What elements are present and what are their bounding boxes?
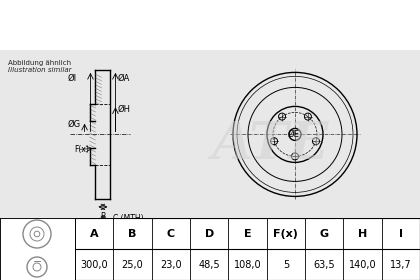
Text: ATE: ATE	[211, 119, 329, 170]
Text: F(x): F(x)	[273, 229, 298, 239]
Text: C (MTH): C (MTH)	[113, 214, 144, 223]
Text: 63,5: 63,5	[313, 260, 335, 270]
Text: ØA: ØA	[118, 73, 130, 82]
Text: D: D	[205, 229, 214, 239]
Text: 24.0125-0162.1: 24.0125-0162.1	[80, 16, 239, 34]
Text: A: A	[90, 229, 98, 239]
Text: D: D	[97, 234, 103, 243]
Text: 5: 5	[283, 260, 289, 270]
Text: 425162: 425162	[290, 16, 365, 34]
Bar	[0, 218, 75, 280]
Text: Abbildung ähnlich: Abbildung ähnlich	[8, 60, 71, 66]
Text: Illustration similar: Illustration similar	[8, 67, 71, 73]
Text: ØE: ØE	[287, 130, 299, 139]
Text: G: G	[320, 229, 329, 239]
Text: B: B	[100, 212, 105, 221]
Text: 48,5: 48,5	[198, 260, 220, 270]
Text: ØH: ØH	[118, 105, 131, 114]
Text: B: B	[129, 229, 137, 239]
Text: E: E	[244, 229, 251, 239]
Text: I: I	[399, 229, 403, 239]
Text: 25,0: 25,0	[122, 260, 143, 270]
Text: C: C	[167, 229, 175, 239]
Text: 23,0: 23,0	[160, 260, 181, 270]
Text: ØI: ØI	[68, 73, 76, 82]
Text: F(x): F(x)	[75, 145, 89, 154]
Text: 13,7: 13,7	[390, 260, 412, 270]
Text: ØG: ØG	[68, 120, 81, 129]
Text: 108,0: 108,0	[234, 260, 261, 270]
Text: H: H	[358, 229, 367, 239]
Text: 300,0: 300,0	[80, 260, 108, 270]
Text: 140,0: 140,0	[349, 260, 376, 270]
